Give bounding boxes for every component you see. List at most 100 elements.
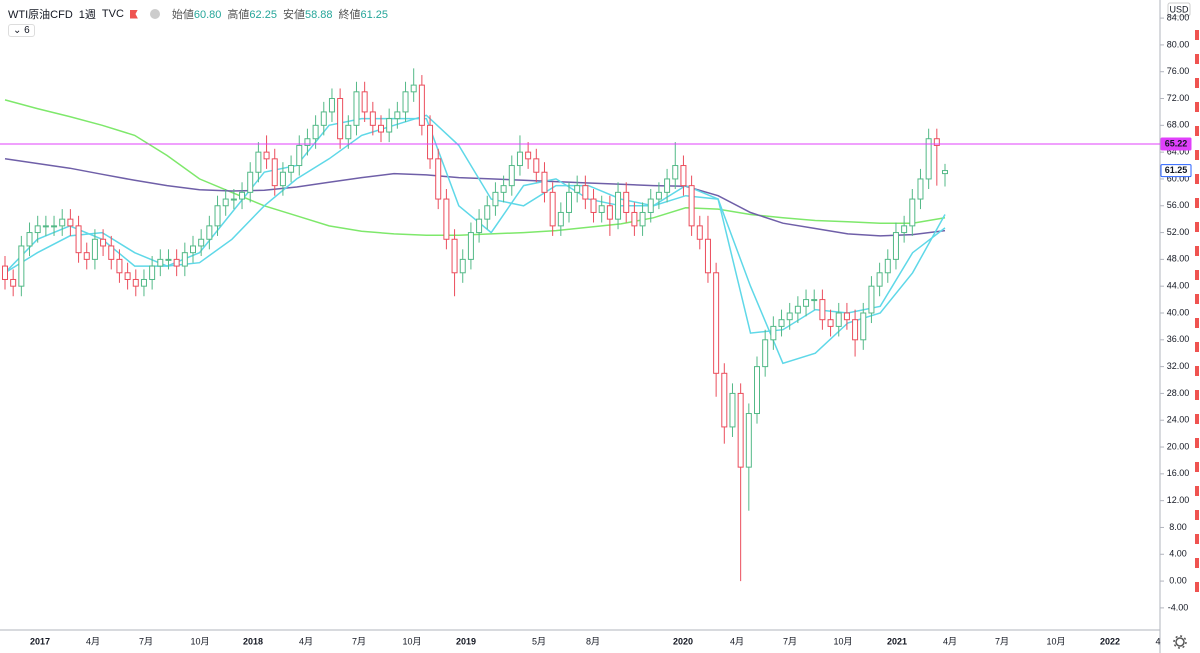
candle-body bbox=[369, 111, 376, 126]
candle-body bbox=[361, 91, 368, 113]
y-tick-label: 76.00 bbox=[1167, 66, 1190, 76]
indicator-count: 6 bbox=[24, 25, 30, 36]
y-tick-label: 72.00 bbox=[1167, 93, 1190, 103]
price-badge-label: 65.22 bbox=[1165, 138, 1188, 148]
candle-body bbox=[418, 84, 425, 126]
candle-body bbox=[868, 285, 875, 314]
candle-body bbox=[279, 171, 286, 187]
candle-body bbox=[729, 392, 736, 428]
candle-body bbox=[606, 205, 613, 220]
candle-body bbox=[140, 278, 147, 287]
candle-body bbox=[51, 225, 58, 228]
candle-body bbox=[173, 258, 180, 267]
candle-body bbox=[181, 252, 188, 267]
candle-body bbox=[59, 218, 66, 227]
x-tick-label: 7月 bbox=[139, 636, 153, 646]
x-tick-label: 7月 bbox=[995, 636, 1009, 646]
candle-body bbox=[631, 211, 638, 227]
candle-body bbox=[206, 225, 213, 240]
candle-body bbox=[655, 191, 662, 200]
y-tick-label: 60.00 bbox=[1167, 173, 1190, 183]
candle-body bbox=[549, 191, 556, 227]
ohlc-value: 61.25 bbox=[360, 9, 389, 21]
candle-body bbox=[394, 111, 401, 120]
candle-body bbox=[239, 191, 246, 200]
x-tick-label: 8月 bbox=[586, 636, 600, 646]
y-tick-label: 40.00 bbox=[1167, 307, 1190, 317]
candle-body bbox=[704, 238, 711, 274]
symbol[interactable]: WTI原油CFD bbox=[8, 9, 73, 21]
candle-body bbox=[574, 185, 581, 193]
y-tick-label: 0.00 bbox=[1169, 575, 1187, 585]
candle-body bbox=[190, 245, 196, 254]
y-tick-label: 80.00 bbox=[1167, 39, 1190, 49]
x-tick-label: 10月 bbox=[190, 636, 209, 646]
candle-body bbox=[198, 238, 205, 247]
settings-icon[interactable] bbox=[1173, 635, 1187, 649]
candle-body bbox=[590, 198, 597, 213]
candle-body bbox=[443, 198, 450, 240]
x-tick-label: 5月 bbox=[532, 636, 546, 646]
candle-body bbox=[917, 178, 924, 200]
x-tick-label: 10月 bbox=[833, 636, 852, 646]
candle-body bbox=[353, 91, 360, 126]
candle-body bbox=[615, 191, 622, 220]
candle-body bbox=[933, 138, 940, 146]
candle-body bbox=[83, 252, 90, 260]
candle-body bbox=[737, 392, 744, 468]
y-tick-label: 20.00 bbox=[1167, 441, 1190, 451]
candle-body bbox=[476, 218, 483, 234]
candle-body bbox=[410, 84, 417, 93]
candle-body bbox=[508, 165, 515, 187]
currency-box[interactable] bbox=[1167, 2, 1191, 17]
x-tick-label: 7月 bbox=[783, 636, 797, 646]
candle-body bbox=[271, 158, 278, 187]
candle-body bbox=[116, 258, 123, 274]
ohlc-item: 安値58.88 bbox=[283, 6, 333, 22]
candle-body bbox=[149, 265, 156, 280]
candle-body bbox=[770, 325, 777, 341]
ohlc-label: 始値 bbox=[171, 9, 194, 21]
ohlc-value: 62.25 bbox=[249, 9, 277, 21]
moving-average bbox=[4, 99, 946, 236]
candle-body bbox=[762, 339, 769, 368]
candle-body bbox=[247, 171, 254, 193]
y-tick-label: 48.00 bbox=[1167, 254, 1190, 264]
candle-body bbox=[843, 312, 850, 321]
x-tick-label: 4月 bbox=[943, 636, 957, 646]
y-tick-label: 52.00 bbox=[1167, 227, 1190, 237]
candle-body bbox=[124, 272, 131, 280]
y-tick-label: 28.00 bbox=[1167, 388, 1190, 398]
candle-body bbox=[320, 111, 327, 126]
ohlc-label: 高値 bbox=[227, 9, 250, 21]
indicator-badge[interactable]: ⌄ 6 bbox=[8, 24, 35, 37]
candle-body bbox=[451, 238, 458, 274]
x-tick-label: 10月 bbox=[402, 636, 421, 646]
candle-body bbox=[263, 151, 270, 160]
x-tick-label: 4月 bbox=[730, 636, 744, 646]
candle-body bbox=[18, 245, 25, 287]
candle-body bbox=[91, 238, 98, 260]
candle-body bbox=[942, 170, 948, 175]
candle-body bbox=[672, 165, 679, 180]
candle-body bbox=[459, 258, 466, 274]
y-tick-label: -4.00 bbox=[1168, 602, 1189, 612]
status-dot bbox=[149, 9, 160, 19]
y-tick-label: 56.00 bbox=[1167, 200, 1190, 210]
moving-average bbox=[4, 158, 946, 237]
candle-body bbox=[484, 205, 491, 220]
y-tick-label: 64.00 bbox=[1167, 147, 1190, 157]
candle-body bbox=[786, 312, 793, 321]
candle-body bbox=[132, 278, 139, 287]
flag-icon[interactable] bbox=[129, 9, 138, 19]
x-tick-label: 2022 bbox=[1100, 636, 1120, 646]
y-tick-label: 68.00 bbox=[1167, 120, 1190, 130]
candle-body bbox=[255, 151, 262, 173]
candle-body bbox=[427, 124, 434, 160]
candle-body bbox=[108, 245, 115, 260]
candle-body bbox=[680, 165, 687, 187]
y-tick-label: 32.00 bbox=[1167, 361, 1190, 371]
x-tick-label: 2021 bbox=[887, 636, 907, 646]
candle-body bbox=[909, 198, 916, 227]
